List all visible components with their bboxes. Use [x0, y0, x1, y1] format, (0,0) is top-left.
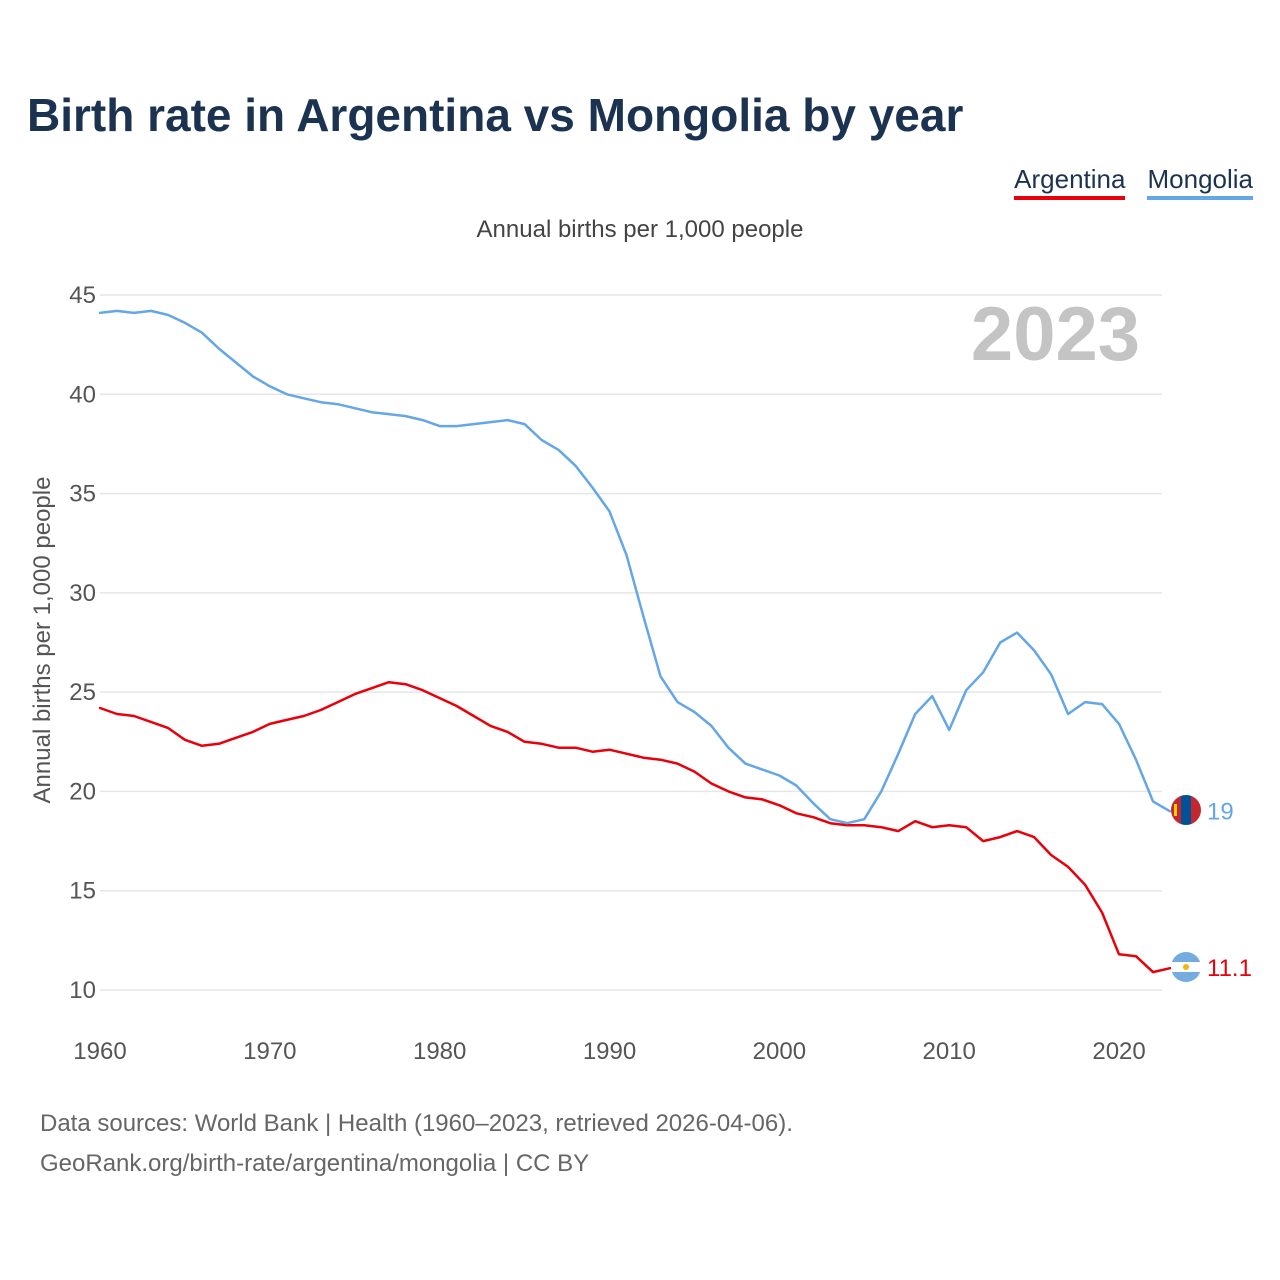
y-tick-label: 30: [69, 580, 96, 607]
x-tick-label: 2020: [1092, 1038, 1145, 1065]
y-axis-label: Annual births per 1,000 people: [29, 477, 56, 804]
y-tick-label: 10: [69, 977, 96, 1004]
gridlines: [100, 294, 1162, 991]
footer-url: GeoRank.org/birth-rate/argentina/mongoli…: [40, 1150, 590, 1177]
x-tick-label: 1970: [243, 1038, 296, 1065]
y-tick-label: 40: [69, 381, 96, 408]
x-tick-label: 1960: [73, 1038, 126, 1065]
legend: Argentina Mongolia: [1014, 164, 1253, 200]
y-tick-label: 35: [69, 481, 96, 508]
y-axis-ticks: 10 15 20 25 30 35 40 45: [69, 282, 96, 1004]
x-tick-label: 2010: [923, 1038, 976, 1065]
series-line-argentina: [98, 680, 1172, 974]
series-line-mongolia: [98, 309, 1172, 825]
y-tick-label: 15: [69, 878, 96, 905]
chart-title: Birth rate in Argentina vs Mongolia by y…: [27, 89, 964, 141]
y-tick-label: 25: [69, 679, 96, 706]
y-tick-label: 20: [69, 778, 96, 805]
x-tick-label: 2000: [753, 1038, 806, 1065]
x-axis-ticks: 1960 1970 1980 1990 2000 2010 2020: [73, 1038, 1145, 1065]
mongolia-flag-icon: [1171, 795, 1201, 825]
year-watermark: 2023: [971, 292, 1140, 377]
chart-subtitle: Annual births per 1,000 people: [476, 216, 804, 243]
argentina-flag-icon: [1171, 952, 1201, 982]
legend-item-mongolia[interactable]: Mongolia: [1147, 164, 1253, 200]
footer-sources: Data sources: World Bank | Health (1960–…: [40, 1110, 793, 1137]
legend-item-argentina[interactable]: Argentina: [1014, 164, 1126, 200]
x-tick-label: 1980: [413, 1038, 466, 1065]
x-tick-label: 1990: [583, 1038, 636, 1065]
footer: Data sources: World Bank | Health (1960–…: [40, 1104, 793, 1184]
end-label-mongolia: 19: [1207, 798, 1234, 825]
y-tick-label: 45: [69, 282, 96, 309]
end-label-argentina: 11.1: [1207, 955, 1252, 982]
